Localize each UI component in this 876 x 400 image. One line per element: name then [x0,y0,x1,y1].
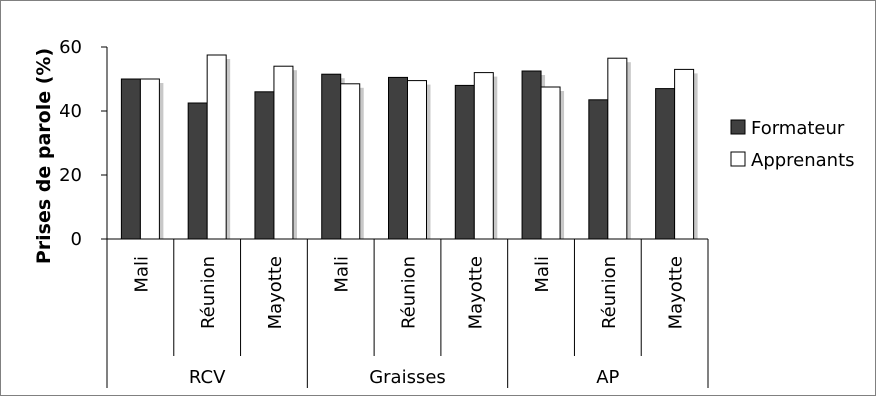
bar-apprenants-2 [273,65,294,240]
bar-apprenants-3 [340,83,361,240]
x-group-label: Graisses [369,367,446,388]
bar-formateur-1 [187,102,208,240]
bar-formateur-2 [254,91,275,240]
x-category-labels: Mali Réunion Mayotte Mali Réunion Mayotte Mali… [131,256,686,329]
bar-formateur-4 [388,76,408,240]
bars [120,54,695,240]
legend-swatch-apprenants [730,151,746,167]
bar-formateur-0 [120,78,141,240]
axes [106,47,709,388]
bar-formateur-5 [454,84,475,240]
bar-apprenants-1 [206,54,227,240]
x-category-label: Mayotte [465,256,486,329]
bar-formateur-8 [655,88,676,240]
x-group-label: AP [596,367,619,388]
y-ticks: 0 20 40 60 [59,37,107,250]
legend: Formateur Apprenants [730,118,855,171]
x-category-label: Réunion [399,256,420,329]
bar-formateur-6 [521,70,542,240]
bar-apprenants-5 [473,72,494,240]
x-group-labels: RCV Graisses AP [189,367,620,388]
x-category-label: Réunion [198,256,219,329]
bar-apprenants-6 [540,86,561,240]
legend-label-apprenants: Apprenants [751,150,855,171]
y-tick-label: 0 [71,229,82,250]
bar-apprenants-8 [674,68,695,240]
legend-label-formateur: Formateur [751,118,845,139]
bar-formateur-3 [321,73,342,240]
x-category-label: Mali [532,256,553,293]
x-category-label: Réunion [599,256,620,329]
legend-swatch-formateur [730,119,746,135]
x-category-label: Mali [332,256,353,293]
x-category-label: Mayotte [666,256,687,329]
y-tick-label: 60 [59,37,82,58]
y-tick-label: 40 [59,101,82,122]
x-category-label: Mayotte [265,256,286,329]
y-tick-label: 20 [59,165,82,186]
bar-apprenants-7 [607,57,628,240]
bar-formateur-7 [588,99,609,240]
y-axis-label: Prises de parole (%) [33,48,55,264]
x-category-label: Mali [131,256,152,293]
x-group-label: RCV [189,367,226,388]
bar-apprenants-4 [407,80,427,240]
bar-apprenants-0 [139,78,160,240]
